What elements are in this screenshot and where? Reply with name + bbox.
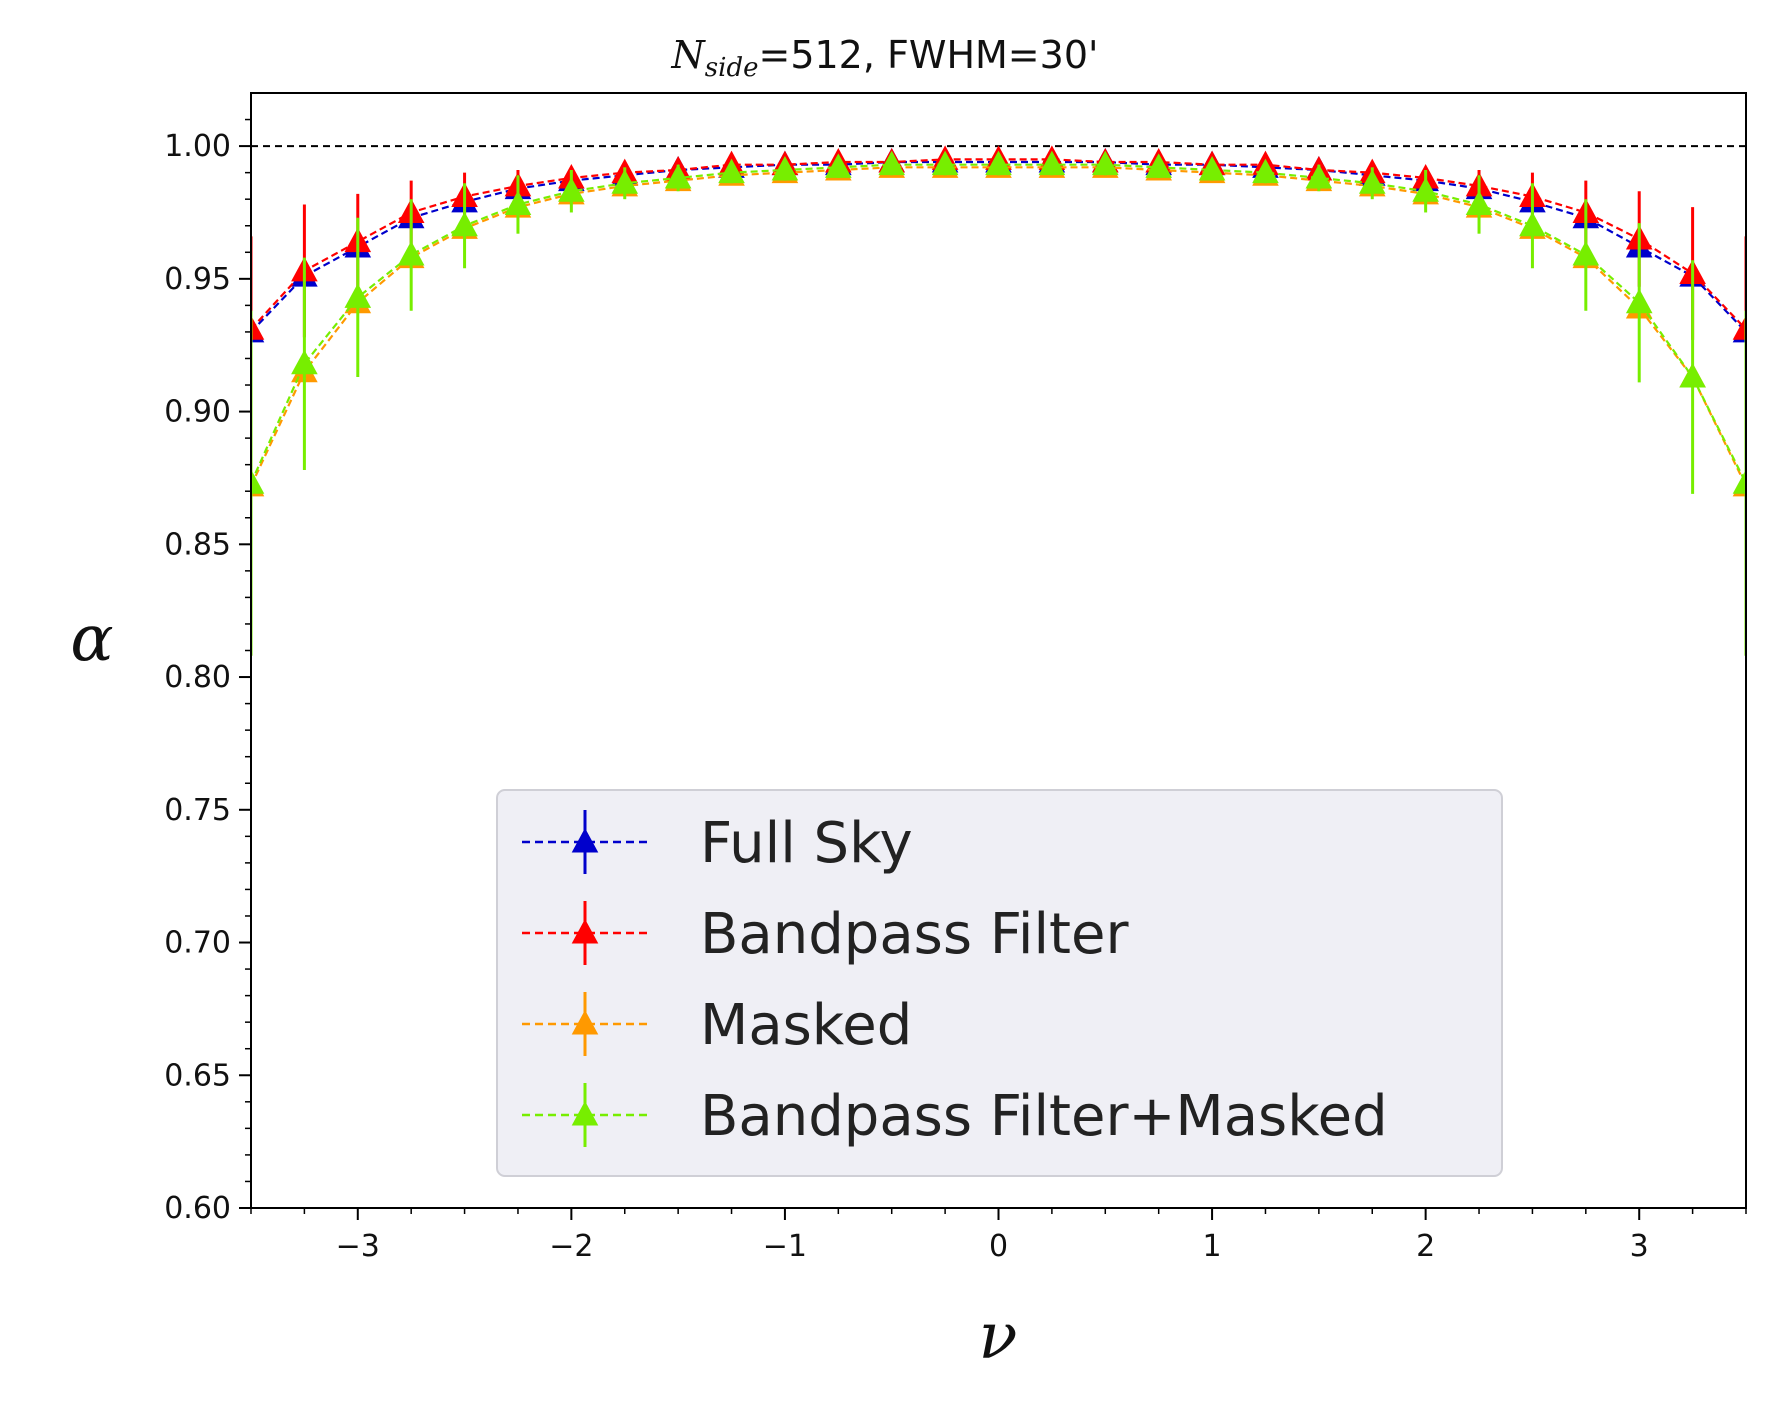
legend-marker bbox=[571, 828, 599, 853]
legend-box bbox=[496, 789, 1503, 1177]
series-layer bbox=[251, 145, 1746, 656]
data-point bbox=[1572, 240, 1600, 266]
series-line bbox=[251, 166, 1746, 487]
data-point bbox=[1305, 163, 1333, 189]
data-point bbox=[251, 469, 265, 494]
data-point bbox=[451, 211, 478, 237]
data-point bbox=[1358, 169, 1386, 194]
title-main: N bbox=[671, 33, 707, 77]
chart-title: Nside=512, FWHM=30' bbox=[671, 33, 1099, 83]
data-point bbox=[1091, 150, 1119, 176]
data-point bbox=[1519, 211, 1546, 237]
data-point bbox=[1465, 190, 1493, 215]
y-tick-label: 0.90 bbox=[164, 395, 231, 430]
data-point bbox=[1732, 469, 1746, 494]
title-rest: =512, FWHM=30' bbox=[758, 33, 1098, 77]
y-axis-label: α bbox=[70, 602, 113, 676]
series-line bbox=[251, 163, 1746, 484]
data-point bbox=[1679, 363, 1706, 388]
x-tick-label: 0 bbox=[989, 1229, 1008, 1264]
legend-entry: Full Sky bbox=[522, 810, 913, 876]
data-point bbox=[718, 158, 745, 184]
y-tick-label: 0.60 bbox=[164, 1191, 231, 1226]
x-tick-label: 1 bbox=[1203, 1229, 1222, 1264]
y-tick-label: 0.85 bbox=[164, 527, 231, 562]
x-tick-label: −2 bbox=[549, 1229, 593, 1264]
x-axis-label: ν bbox=[979, 1300, 1018, 1374]
legend-entry: Bandpass Filter bbox=[522, 901, 1129, 967]
y-tick-label: 0.65 bbox=[164, 1058, 231, 1093]
x-tick-label: −1 bbox=[763, 1229, 807, 1264]
data-point bbox=[1038, 150, 1066, 176]
series-bandpass-filter-masked bbox=[251, 150, 1746, 656]
data-point bbox=[397, 240, 425, 266]
data-point bbox=[558, 177, 585, 202]
data-point bbox=[1198, 155, 1226, 181]
data-point bbox=[1145, 153, 1172, 178]
data-point bbox=[878, 150, 906, 176]
data-point bbox=[931, 150, 959, 176]
data-point bbox=[771, 155, 799, 181]
legend: Full Sky Bandpass Filter Masked Bandpass Fi… bbox=[496, 789, 1503, 1177]
y-tick-label: 0.80 bbox=[164, 660, 231, 695]
title-sub: side bbox=[705, 53, 759, 83]
legend-marker bbox=[571, 1101, 599, 1126]
series-line bbox=[251, 158, 1746, 331]
x-tick-label: 2 bbox=[1416, 1229, 1435, 1264]
legend-label: Bandpass Filter bbox=[700, 902, 1129, 967]
data-point bbox=[1252, 158, 1279, 184]
y-tick-label: 0.70 bbox=[164, 926, 231, 961]
series-line bbox=[251, 160, 1746, 333]
y-tick-label: 1.00 bbox=[164, 129, 231, 164]
legend-entry: Masked bbox=[522, 992, 912, 1058]
x-tick-label: 3 bbox=[1630, 1229, 1649, 1264]
data-point bbox=[1732, 315, 1746, 340]
x-tick-label: −3 bbox=[336, 1229, 380, 1264]
data-point bbox=[825, 153, 852, 178]
data-point bbox=[504, 190, 532, 215]
y-tick-label: 0.75 bbox=[164, 793, 231, 828]
axes-layer: 0.60 0.65 0.70 0.75 0.80 0.85 0.90 0.95 1.00 −3 −2… bbox=[164, 92, 1747, 1264]
data-point bbox=[251, 315, 265, 340]
data-point bbox=[611, 169, 639, 194]
legend-label: Bandpass Filter+Masked bbox=[700, 1084, 1388, 1149]
legend-marker bbox=[571, 1010, 599, 1035]
data-point bbox=[664, 163, 692, 189]
data-point bbox=[344, 283, 372, 308]
legend-label: Masked bbox=[700, 993, 912, 1058]
data-point bbox=[985, 150, 1012, 176]
legend-marker bbox=[571, 919, 599, 944]
data-point bbox=[291, 349, 318, 375]
legend-label: Full Sky bbox=[700, 811, 913, 876]
data-point bbox=[1412, 177, 1439, 202]
legend-entry: Bandpass Filter+Masked bbox=[522, 1083, 1388, 1149]
data-point bbox=[1625, 288, 1653, 314]
y-tick-label: 0.95 bbox=[164, 262, 231, 297]
